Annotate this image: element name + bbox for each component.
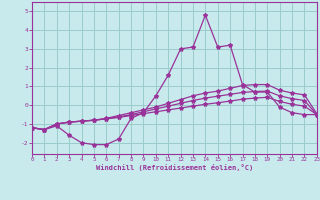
X-axis label: Windchill (Refroidissement éolien,°C): Windchill (Refroidissement éolien,°C): [96, 164, 253, 171]
